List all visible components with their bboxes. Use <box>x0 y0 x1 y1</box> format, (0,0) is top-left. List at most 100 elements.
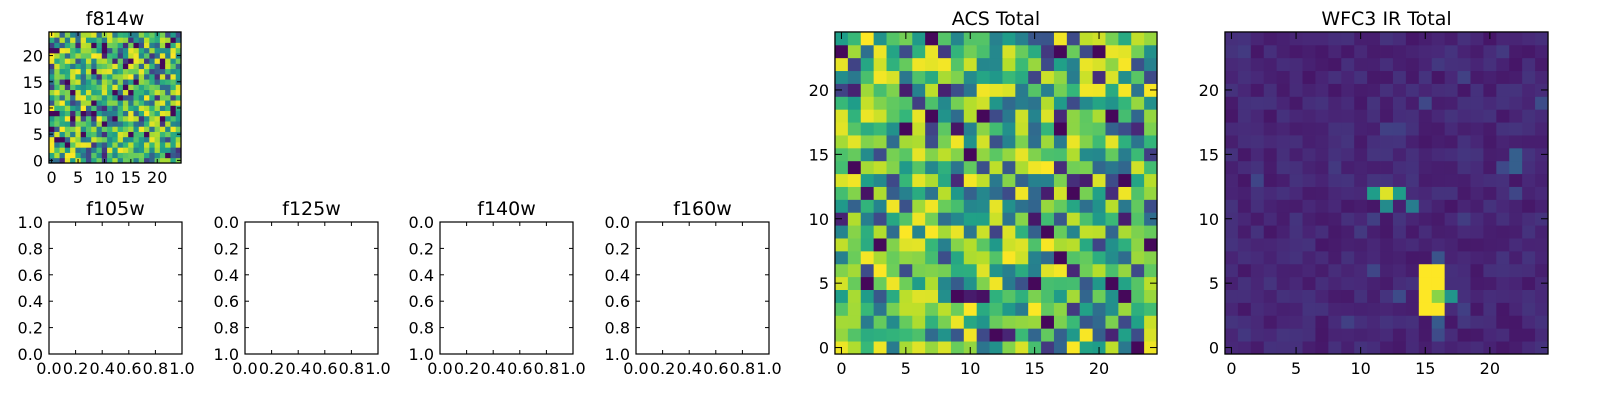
heatmap-cell <box>950 302 965 316</box>
heatmap-cell <box>128 136 134 143</box>
heatmap-cell <box>80 84 87 91</box>
heatmap-cell <box>133 126 140 132</box>
heatmap-cell <box>976 302 990 316</box>
heatmap-cell <box>912 315 926 329</box>
heatmap-cell <box>1079 238 1093 252</box>
heatmap-cell <box>1354 212 1368 226</box>
heatmap-cell <box>1535 70 1549 84</box>
heatmap-cell <box>144 37 150 43</box>
heatmap-cell <box>64 37 71 43</box>
heatmap-cell <box>1079 276 1093 290</box>
heatmap-cell <box>154 58 161 64</box>
heatmap-cell <box>1302 122 1316 136</box>
heatmap-cell <box>899 44 913 59</box>
heatmap-cell <box>1015 109 1029 123</box>
heatmap-cell <box>1470 147 1484 162</box>
y-tick-label: 0.2 <box>605 239 630 258</box>
x-tick-label: 10 <box>94 168 114 187</box>
heatmap-cell <box>138 105 145 111</box>
heatmap-cell <box>1522 276 1536 290</box>
heatmap-cell <box>54 147 60 153</box>
heatmap-cell <box>1431 122 1446 136</box>
heatmap-cell <box>1066 57 1081 72</box>
heatmap-cell <box>1509 173 1523 187</box>
y-tick-label: 0.4 <box>605 266 630 285</box>
heatmap-cell <box>1470 44 1484 59</box>
y-tick-label: 0.8 <box>605 319 630 338</box>
heatmap-cell <box>950 122 965 136</box>
heatmap-cell <box>96 58 103 64</box>
heatmap-cell <box>1066 238 1081 252</box>
heatmap-cell <box>159 42 166 49</box>
heatmap-cell <box>1444 341 1458 355</box>
heatmap-cell <box>1053 122 1068 136</box>
heatmap-cell <box>159 89 166 96</box>
heatmap-cell <box>1105 263 1119 278</box>
heatmap-cell <box>1066 199 1081 213</box>
heatmap-cell <box>886 225 900 239</box>
heatmap-cell <box>1066 276 1081 290</box>
heatmap-cell <box>1118 173 1132 187</box>
heatmap-cell <box>1053 160 1068 175</box>
heatmap-cell <box>1118 199 1132 213</box>
heatmap-cell <box>1496 160 1510 175</box>
heatmap-cell <box>101 79 108 85</box>
heatmap-cell <box>128 79 134 85</box>
heatmap-cell <box>1380 276 1394 290</box>
heatmap-cell <box>1028 238 1042 252</box>
y-tick-label: 0 <box>33 151 43 170</box>
heatmap-cell <box>963 315 978 329</box>
heatmap-cell <box>873 57 887 72</box>
heatmap-cell <box>1457 263 1471 278</box>
heatmap-cell <box>1380 302 1394 316</box>
heatmap-cell <box>91 105 97 111</box>
heatmap-cell <box>1367 173 1381 187</box>
heatmap-cell <box>1380 225 1394 239</box>
heatmap-cell <box>117 142 124 148</box>
heatmap-cell <box>122 142 129 148</box>
heatmap-cell <box>64 32 71 38</box>
heatmap-cell <box>1444 96 1458 110</box>
x-tick-label: 0.2 <box>454 359 479 378</box>
heatmap-cell <box>149 32 155 38</box>
heatmap-cell <box>1522 250 1536 265</box>
x-tick-label: 1.0 <box>560 359 585 378</box>
heatmap-cell <box>112 152 119 159</box>
heatmap-cell <box>91 63 97 70</box>
heatmap-cell <box>1053 238 1068 252</box>
heatmap-cell <box>886 212 900 226</box>
heatmap-cell <box>835 96 849 110</box>
heatmap-cell <box>1276 70 1290 84</box>
heatmap-cell <box>101 63 108 70</box>
heatmap-cell <box>1250 160 1265 175</box>
heatmap-cell <box>963 96 978 110</box>
heatmap-cell <box>1131 83 1145 97</box>
heatmap-cell <box>154 121 161 127</box>
heatmap-cell <box>85 131 92 138</box>
heatmap-cell <box>138 89 145 96</box>
heatmap-cell <box>950 238 965 252</box>
heatmap-cell <box>1144 96 1158 110</box>
heatmap-cell <box>144 152 150 159</box>
heatmap-cell <box>59 142 66 148</box>
heatmap-cell <box>85 84 92 91</box>
heatmap-cell <box>1380 263 1394 278</box>
heatmap-cell <box>154 115 161 122</box>
heatmap-cell <box>1392 328 1407 342</box>
heatmap-cell <box>886 32 900 46</box>
heatmap-cell <box>96 47 103 54</box>
heatmap-cell <box>170 63 177 70</box>
heatmap-cell <box>835 160 849 175</box>
heatmap-cell <box>1131 160 1145 175</box>
y-tick-label: 0.6 <box>214 292 239 311</box>
heatmap-cell <box>101 121 108 127</box>
heatmap-cell <box>1328 122 1342 136</box>
heatmap-cell <box>1302 263 1316 278</box>
heatmap-cell <box>1380 238 1394 252</box>
heatmap-cell <box>117 105 124 111</box>
heatmap-cell <box>170 52 177 59</box>
heatmap-cell <box>1315 289 1329 303</box>
heatmap-cell <box>149 73 155 80</box>
heatmap-cell <box>1066 212 1081 226</box>
heatmap-cell <box>1509 122 1523 136</box>
